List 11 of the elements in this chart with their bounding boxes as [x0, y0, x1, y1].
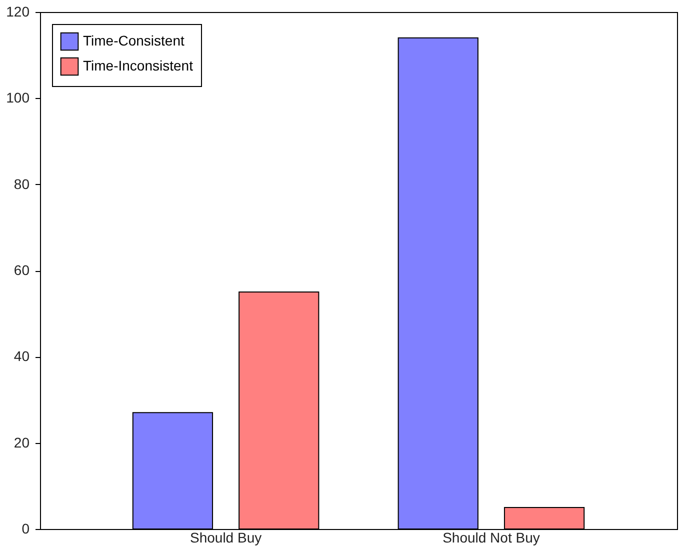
legend-label: Time-Inconsistent [83, 58, 194, 74]
y-tick-label: 120 [6, 4, 30, 20]
y-tick-label: 100 [6, 90, 30, 106]
x-tick-label: Should Buy [190, 530, 262, 546]
y-tick-label: 80 [14, 176, 30, 192]
y-tick-label: 0 [22, 520, 30, 536]
legend-label: Time-Consistent [83, 32, 185, 48]
y-tick-label: 60 [14, 262, 30, 278]
x-tick-label: Should Not Buy [442, 530, 540, 546]
y-tick-label: 40 [14, 348, 30, 364]
y-tick-label: 20 [14, 434, 30, 450]
